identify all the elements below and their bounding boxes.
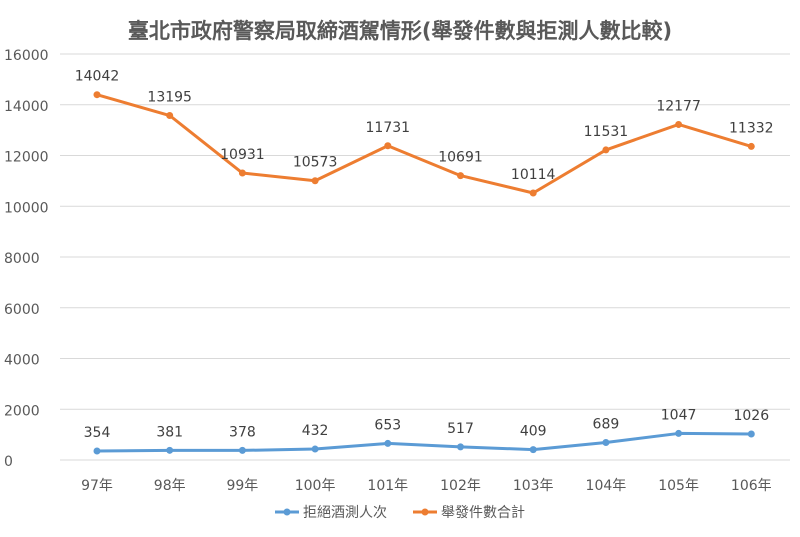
- data-point: [747, 430, 755, 438]
- y-tick-label: 6000: [4, 302, 40, 318]
- x-tick-label: 106年: [731, 478, 772, 494]
- y-tick-label: 2000: [4, 403, 40, 419]
- y-tick-label: 4000: [4, 353, 40, 369]
- x-tick-label: 105年: [658, 478, 699, 494]
- data-label: 1026: [733, 408, 769, 424]
- data-point: [529, 446, 537, 454]
- data-label: 689: [593, 417, 620, 433]
- x-tick-label: 102年: [440, 478, 481, 494]
- data-point: [384, 142, 392, 150]
- data-label: 10931: [220, 147, 265, 163]
- data-label: 432: [302, 423, 329, 439]
- data-point: [166, 446, 174, 454]
- data-label: 10573: [293, 155, 338, 171]
- data-label: 13195: [147, 90, 192, 106]
- data-label: 409: [520, 424, 547, 440]
- y-tick-label: 12000: [4, 150, 49, 166]
- x-tick-label: 103年: [513, 478, 554, 494]
- x-tick-label: 99年: [226, 478, 258, 494]
- data-point: [602, 146, 610, 154]
- y-tick-label: 0: [4, 454, 13, 470]
- legend: 拒絕酒測人次 舉發件數合計: [275, 504, 525, 521]
- data-point: [457, 443, 464, 451]
- data-point: [166, 112, 174, 120]
- data-point: [747, 142, 755, 150]
- data-point: [675, 429, 683, 437]
- data-label: 10691: [438, 150, 483, 166]
- legend-marker: [283, 508, 291, 516]
- data-label: 11731: [366, 120, 411, 136]
- x-tick-label: 97年: [81, 478, 113, 494]
- data-label: 381: [156, 424, 183, 440]
- data-point: [93, 447, 101, 455]
- data-point: [529, 189, 537, 197]
- data-point: [602, 439, 610, 447]
- data-point: [457, 172, 464, 180]
- data-label: 517: [447, 421, 474, 437]
- data-point: [311, 177, 319, 185]
- y-tick-label: 10000: [4, 200, 49, 216]
- legend-marker: [421, 508, 429, 516]
- data-point: [675, 120, 683, 128]
- data-label: 11332: [729, 120, 774, 136]
- data-point: [93, 91, 101, 99]
- data-label: 11531: [584, 124, 629, 140]
- series-line: [96, 93, 752, 195]
- data-label: 1047: [661, 407, 697, 423]
- x-tick-label: 101年: [367, 478, 408, 494]
- series-line: [96, 431, 752, 453]
- y-tick-label: 16000: [4, 48, 49, 64]
- data-label: 10114: [511, 167, 556, 183]
- data-label: 653: [374, 417, 401, 433]
- data-label: 14042: [75, 69, 120, 85]
- data-label: 378: [229, 424, 256, 440]
- data-label: 354: [84, 425, 111, 441]
- data-point: [384, 439, 392, 447]
- data-point: [311, 445, 319, 453]
- x-tick-label: 100年: [295, 478, 336, 494]
- y-tick-label: 8000: [4, 251, 40, 267]
- legend-label: 舉發件數合計: [441, 504, 525, 521]
- x-tick-label: 98年: [154, 478, 186, 494]
- data-label: 12177: [656, 98, 701, 114]
- legend-label: 拒絕酒測人次: [303, 505, 387, 521]
- y-tick-label: 14000: [4, 99, 49, 115]
- data-point: [238, 446, 246, 454]
- data-point: [238, 169, 246, 177]
- chart-title: 臺北市政府警察局取締酒駕情形(舉發件數與拒測人數比較): [128, 19, 672, 43]
- x-tick-label: 104年: [586, 478, 627, 494]
